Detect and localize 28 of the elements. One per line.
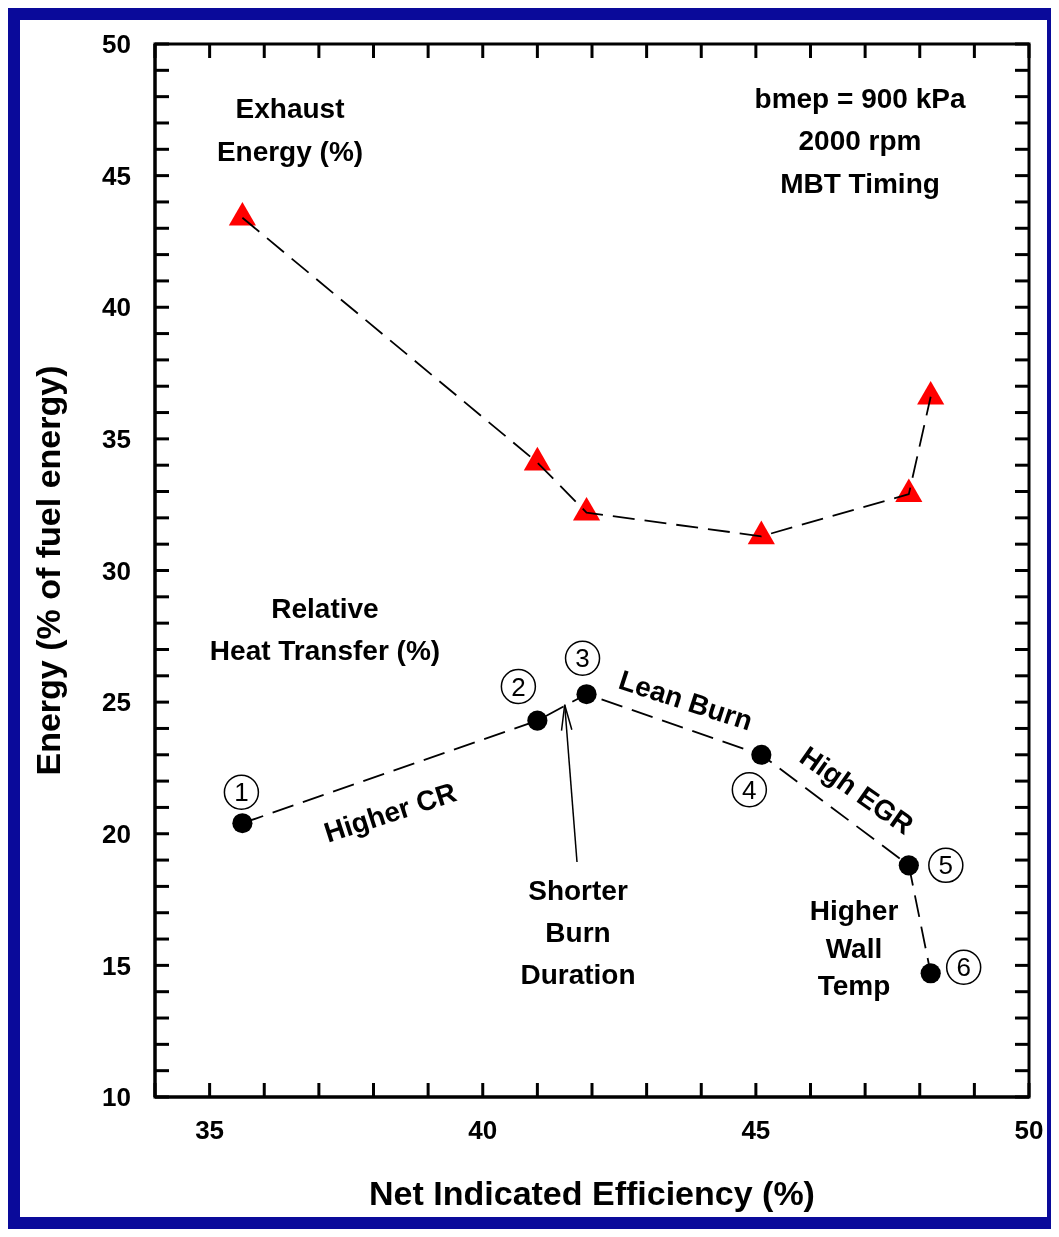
y-tick-label: 25: [102, 687, 131, 718]
annotation: bmep = 900 kPa 2000 rpm MBT Timing: [754, 83, 966, 199]
y-tick-label: 45: [102, 160, 131, 191]
y-tick-label: 30: [102, 555, 131, 586]
x-tick-label: 45: [741, 1115, 771, 1146]
annotation: Higher CR: [320, 776, 461, 849]
annotation: Relative Heat Transfer (%): [209, 593, 441, 666]
y-tick-label: 15: [102, 950, 131, 981]
annotation: 4: [742, 774, 757, 805]
annotation: 5: [938, 850, 954, 881]
annotation: 1: [234, 777, 249, 808]
x-tick-label: 40: [468, 1115, 498, 1146]
y-axis-title: Energy (% of fuel energy): [29, 365, 67, 776]
annotation: 6: [956, 952, 971, 983]
x-tick-label: 50: [1014, 1115, 1044, 1146]
x-axis-title: Net Indicated Efficiency (%): [369, 1174, 815, 1212]
y-tick-label: 40: [102, 292, 131, 323]
annotation: Shorter Burn Duration: [520, 875, 636, 990]
annotation: 2: [511, 671, 526, 702]
annotation: Higher Wall Temp: [809, 895, 899, 1001]
annotation: Exhaust Energy (%): [216, 93, 364, 167]
y-tick-label: 10: [102, 1082, 131, 1113]
y-tick-label: 50: [102, 29, 131, 60]
annotation: Lean Burn: [615, 664, 757, 737]
y-tick-label: 35: [102, 424, 131, 455]
annotation: 3: [575, 643, 590, 674]
x-tick-label: 35: [195, 1115, 225, 1146]
y-tick-label: 20: [102, 818, 131, 849]
